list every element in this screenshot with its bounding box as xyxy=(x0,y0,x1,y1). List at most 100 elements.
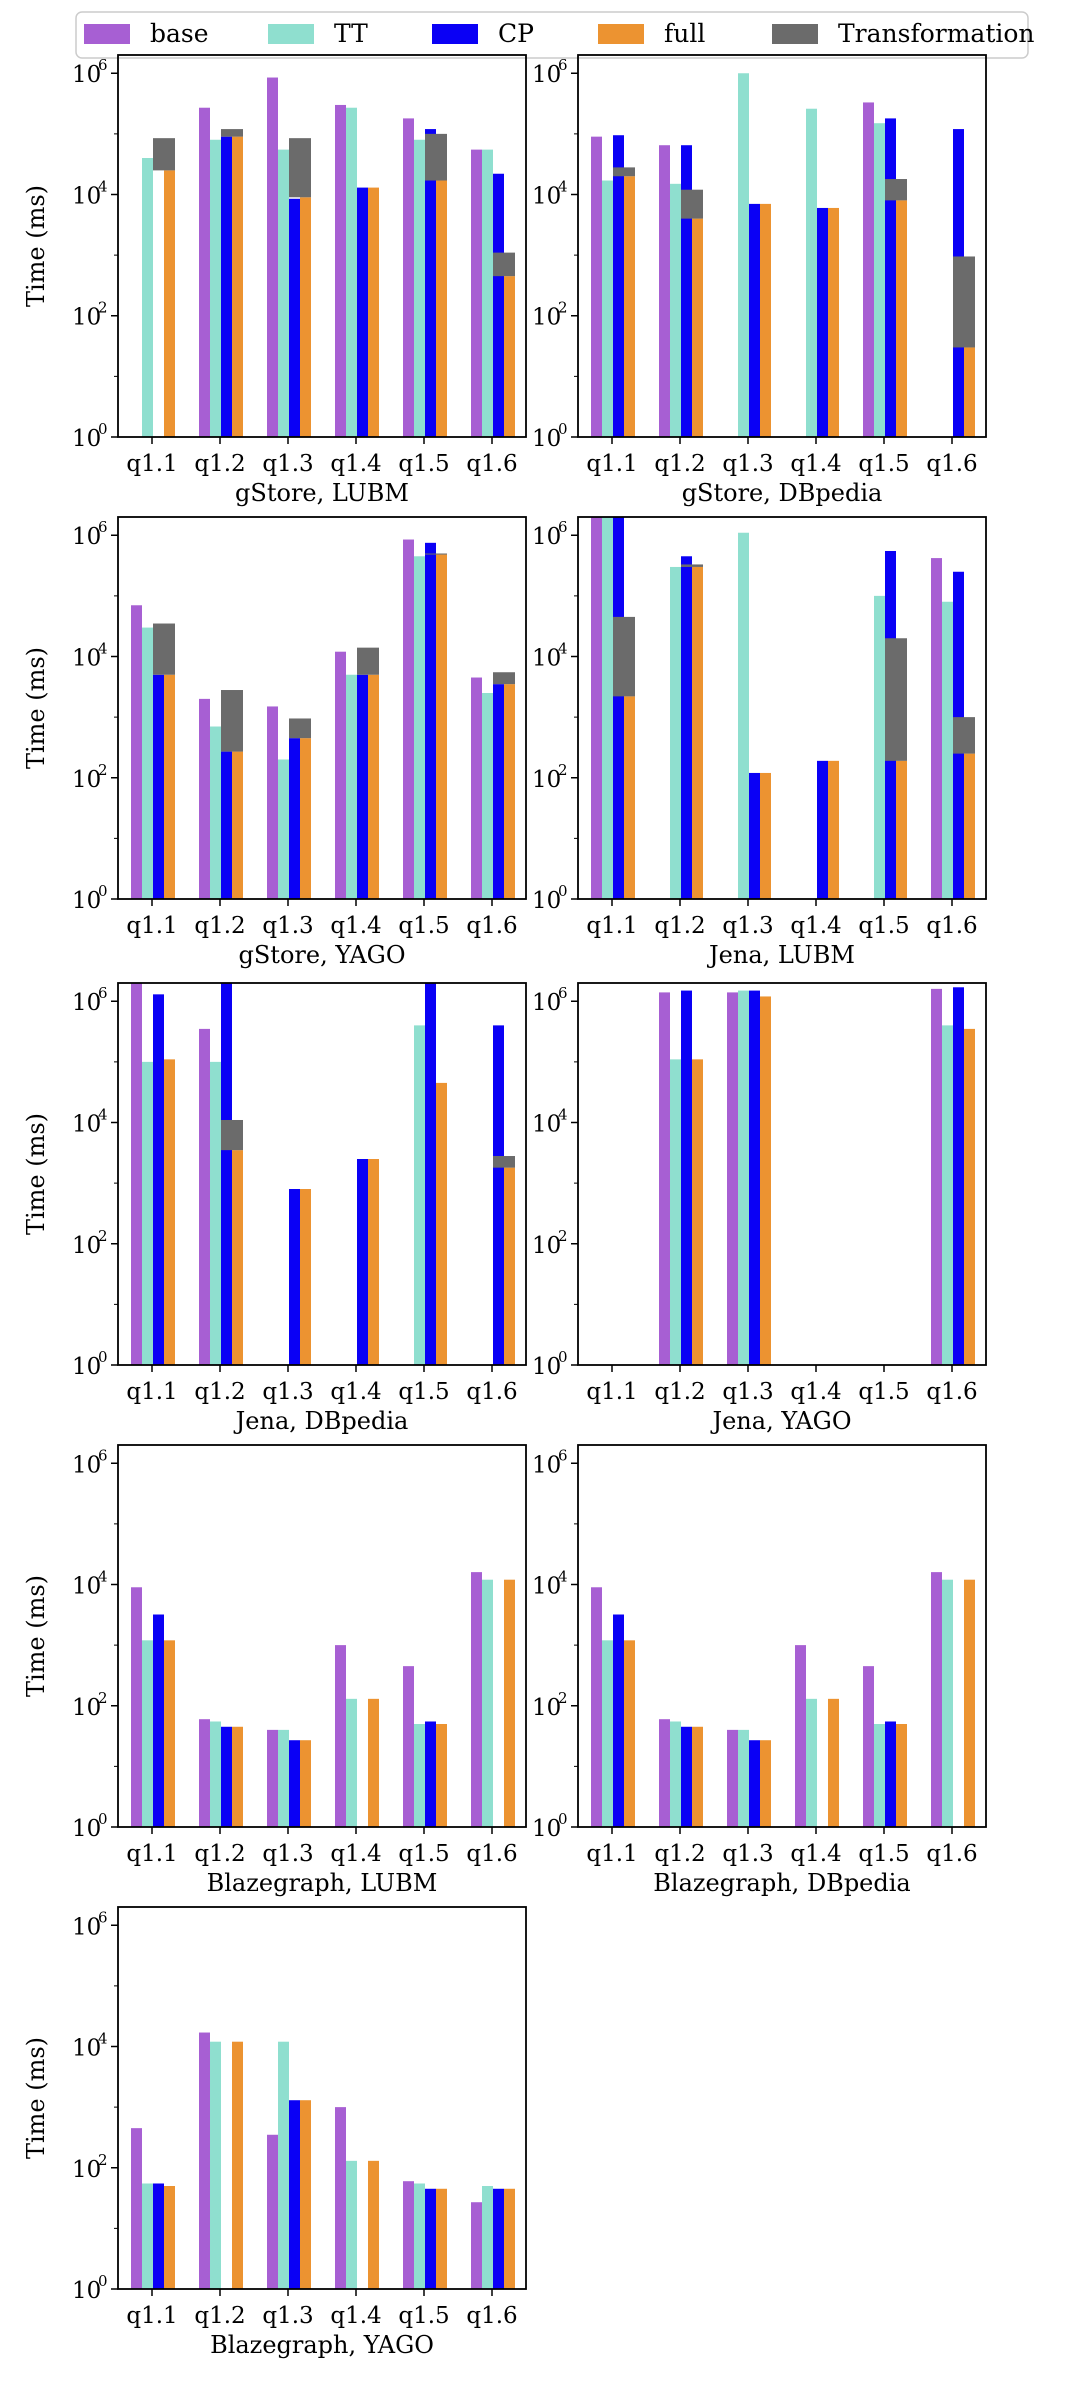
bar-tt-q1.1 xyxy=(142,627,153,899)
bar-full-q1.2 xyxy=(692,1726,703,1827)
ytick-label-4: 10 xyxy=(532,1574,561,1600)
xtick-label-q1.4: q1.4 xyxy=(330,1841,381,1867)
ytick-exponent-6: 6 xyxy=(98,518,108,536)
xtick-label-q1.3: q1.3 xyxy=(722,451,773,477)
bar-full-q1.3 xyxy=(300,1189,311,1365)
ytick-exponent-2: 2 xyxy=(558,1227,568,1245)
ytick-exponent-2: 2 xyxy=(558,1689,568,1707)
legend-label-transformation: Transformation xyxy=(838,19,1035,48)
bar-full-q1.2 xyxy=(692,1059,703,1365)
panel-8: q1.1 q1.2 q1.3 q1.4 q1.5 q1.6100102104106Blaz… xyxy=(532,1444,987,1897)
bar-tt-q1.3 xyxy=(738,73,749,438)
bar-full-q1.5 xyxy=(436,554,447,899)
legend-swatch-transformation xyxy=(772,24,818,44)
ytick-label-0: 10 xyxy=(72,1354,101,1380)
y-axis-label: Time (ms) xyxy=(22,1575,50,1697)
bar-cp-q1.5 xyxy=(425,542,436,899)
ytick-exponent-6: 6 xyxy=(558,984,568,1002)
bar-base-q1.5 xyxy=(863,1666,874,1827)
bar-full-q1.2 xyxy=(232,1726,243,1827)
ytick-exponent-0: 0 xyxy=(98,882,108,900)
bar-full-q1.2 xyxy=(232,136,243,438)
xtick-label-q1.5: q1.5 xyxy=(398,913,449,939)
ytick-label-4: 10 xyxy=(72,2036,101,2062)
xtick-label-q1.6: q1.6 xyxy=(466,1841,517,1867)
bar-tt-q1.2 xyxy=(210,1721,221,1827)
bar-cp-q1.1 xyxy=(153,1614,164,1827)
legend-swatch-CP xyxy=(432,24,478,44)
axes-frame xyxy=(577,1444,987,1828)
bar-transformation-q1.1 xyxy=(613,167,635,177)
bar-base-q1.5 xyxy=(403,118,414,438)
ytick-label-0: 10 xyxy=(72,1816,101,1842)
xtick-label-q1.5: q1.5 xyxy=(858,451,909,477)
bar-transformation-q1.6 xyxy=(953,717,975,754)
ytick-label-6: 10 xyxy=(72,1452,101,1478)
xtick-label-q1.2: q1.2 xyxy=(194,913,245,939)
panel-title: Blazegraph, DBpedia xyxy=(653,1869,910,1897)
bar-cp-q1.4 xyxy=(357,1158,368,1365)
chart-panels: q1.1 q1.2 q1.3 q1.4 q1.5 q1.6100102104106Time… xyxy=(22,54,987,2359)
xtick-label-q1.2: q1.2 xyxy=(194,1841,245,1867)
xtick-label-q1.5: q1.5 xyxy=(858,1841,909,1867)
bar-base-q1.1 xyxy=(131,983,142,1365)
bar-cp-q1.6 xyxy=(493,2188,504,2289)
ytick-label-4: 10 xyxy=(532,183,561,209)
bar-transformation-q1.2 xyxy=(221,1119,243,1151)
axes-frame xyxy=(117,982,527,1366)
ytick-label-0: 10 xyxy=(72,2278,101,2304)
xtick-label-q1.3: q1.3 xyxy=(262,1841,313,1867)
bar-base-q1.2 xyxy=(199,1028,210,1365)
ytick-exponent-0: 0 xyxy=(98,420,108,438)
bar-tt-q1.3 xyxy=(278,1729,289,1827)
bar-base-q1.2 xyxy=(659,145,670,437)
bar-base-q1.5 xyxy=(403,1666,414,1827)
ytick-label-2: 10 xyxy=(532,767,561,793)
bar-tt-q1.4 xyxy=(346,1698,357,1827)
bar-tt-q1.2 xyxy=(210,1061,221,1365)
xtick-label-q1.3: q1.3 xyxy=(722,913,773,939)
legend-label-TT: TT xyxy=(334,19,368,48)
xtick-label-q1.1: q1.1 xyxy=(126,451,177,477)
bar-tt-q1.4 xyxy=(346,674,357,899)
bar-tt-q1.5 xyxy=(874,595,885,899)
ytick-label-0: 10 xyxy=(532,888,561,914)
bar-tt-q1.3 xyxy=(278,2041,289,2289)
ytick-label-6: 10 xyxy=(72,1914,101,1940)
bar-full-q1.5 xyxy=(436,1723,447,1827)
bar-tt-q1.1 xyxy=(602,517,613,899)
bar-tt-q1.2 xyxy=(210,2041,221,2289)
ytick-exponent-4: 4 xyxy=(98,639,108,657)
bar-full-q1.5 xyxy=(436,2188,447,2289)
panel-5: q1.1 q1.2 q1.3 q1.4 q1.5 q1.6100102104106Time… xyxy=(22,982,527,1435)
bar-full-q1.5 xyxy=(896,200,907,437)
bar-base-q1.3 xyxy=(267,77,278,437)
ytick-exponent-6: 6 xyxy=(98,1446,108,1464)
bar-base-q1.4 xyxy=(335,651,346,899)
bar-transformation-q1.6 xyxy=(953,256,975,348)
ytick-label-0: 10 xyxy=(532,1816,561,1842)
ytick-label-2: 10 xyxy=(532,1695,561,1721)
bar-base-q1.6 xyxy=(931,1572,942,1827)
xtick-label-q1.3: q1.3 xyxy=(262,913,313,939)
ytick-exponent-2: 2 xyxy=(558,761,568,779)
bar-full-q1.3 xyxy=(760,996,771,1365)
bar-base-q1.6 xyxy=(931,988,942,1365)
bar-full-q1.1 xyxy=(624,696,635,899)
bar-cp-q1.4 xyxy=(357,674,368,899)
bar-cp-q1.4 xyxy=(817,207,828,437)
axes-frame xyxy=(117,54,527,438)
legend: base TT CP full Transformation xyxy=(75,11,1035,59)
ytick-label-6: 10 xyxy=(532,524,561,550)
bar-base-q1.3 xyxy=(267,1729,278,1827)
xtick-label-q1.1: q1.1 xyxy=(126,913,177,939)
ytick-exponent-0: 0 xyxy=(558,1810,568,1828)
bar-tt-q1.6 xyxy=(482,692,493,899)
bar-base-q1.4 xyxy=(335,104,346,438)
panel-2: q1.1 q1.2 q1.3 q1.4 q1.5 q1.6100102104106gSto… xyxy=(532,54,987,507)
bar-cp-q1.4 xyxy=(357,187,368,437)
bar-tt-q1.2 xyxy=(670,1059,681,1365)
bar-tt-q1.6 xyxy=(942,1579,953,1827)
bar-full-q1.4 xyxy=(368,2160,379,2289)
xtick-label-q1.6: q1.6 xyxy=(926,1841,977,1867)
